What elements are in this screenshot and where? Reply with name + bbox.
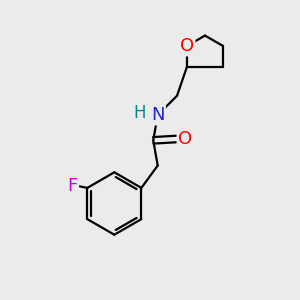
Text: F: F [67,177,78,195]
Text: O: O [180,37,194,55]
Text: O: O [178,130,192,148]
Text: N: N [151,106,164,124]
Text: H: H [134,104,146,122]
